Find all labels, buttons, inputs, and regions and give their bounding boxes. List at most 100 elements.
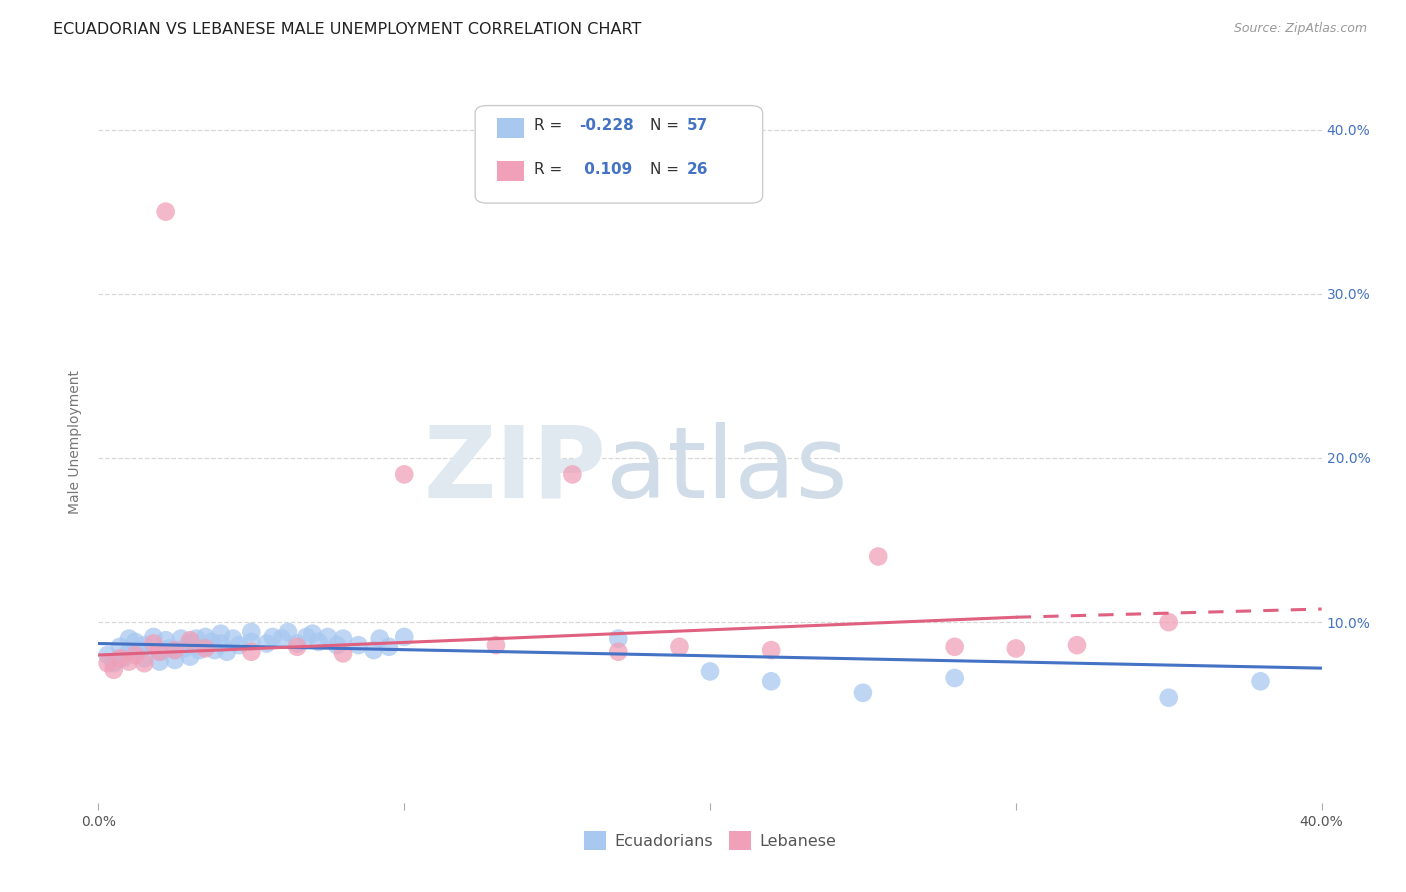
Point [1157,690,1180,705]
Point [118,632,141,646]
Point [943,671,966,685]
Point [607,645,630,659]
Point [1157,615,1180,630]
Point [347,638,370,652]
Point [155,633,177,648]
Point [179,636,201,650]
Point [759,674,782,689]
Point [1004,641,1026,656]
Point [163,643,186,657]
Point [209,636,232,650]
Point [111,651,134,665]
Text: 26: 26 [686,161,709,177]
Text: ZIP: ZIP [423,422,606,519]
Point [392,467,416,482]
Y-axis label: Male Unemployment: Male Unemployment [69,369,83,514]
Point [118,655,141,669]
Text: N =: N = [650,161,683,177]
Point [240,625,263,640]
Point [194,640,217,654]
Point [127,643,149,657]
Bar [498,118,524,138]
Point [134,638,156,652]
Point [270,632,292,646]
Text: atlas: atlas [606,422,848,519]
Point [1066,638,1088,652]
Point [368,632,391,646]
Point [262,630,284,644]
Point [200,635,222,649]
Text: R =: R = [534,119,567,133]
Point [378,640,401,654]
Point [97,648,120,662]
Point [485,638,508,652]
Point [142,636,165,650]
Text: R =: R = [534,161,567,177]
Point [204,643,226,657]
Point [209,626,232,640]
Point [124,648,146,662]
Point [170,632,193,646]
Text: Source: ZipAtlas.com: Source: ZipAtlas.com [1233,22,1367,36]
Point [186,632,208,646]
Point [188,643,211,657]
Point [194,630,217,644]
Point [285,636,308,650]
Point [155,204,177,219]
Point [759,643,782,657]
Point [943,640,966,654]
Point [215,645,238,659]
Point [668,640,690,654]
Point [332,632,354,646]
Point [392,630,416,644]
Point [157,641,180,656]
Point [561,467,583,482]
Point [852,686,875,700]
Point [308,635,330,649]
Point [1249,674,1271,689]
Point [134,657,156,671]
Point [256,636,278,650]
Text: -0.228: -0.228 [579,119,634,133]
Bar [498,161,524,181]
Point [316,630,339,644]
Point [163,653,186,667]
Point [149,645,172,659]
Point [228,638,250,652]
Point [118,645,141,659]
Point [103,657,125,671]
Text: ECUADORIAN VS LEBANESE MALE UNEMPLOYMENT CORRELATION CHART: ECUADORIAN VS LEBANESE MALE UNEMPLOYMENT… [53,22,641,37]
Point [326,638,349,652]
Point [108,640,131,654]
FancyBboxPatch shape [475,105,762,203]
Point [295,630,318,644]
Point [179,649,201,664]
Point [363,643,385,657]
Point [607,632,630,646]
Legend: Ecuadorians, Lebanese: Ecuadorians, Lebanese [578,825,842,856]
Text: N =: N = [650,119,683,133]
Point [240,635,263,649]
Point [868,549,890,564]
Point [108,651,131,665]
Point [142,630,165,644]
Point [149,645,172,659]
Point [97,657,120,671]
Point [134,651,156,665]
Text: 0.109: 0.109 [579,161,633,177]
Point [240,645,263,659]
Point [124,635,146,649]
Point [194,641,217,656]
Point [332,646,354,660]
Point [149,655,172,669]
Text: 57: 57 [686,119,709,133]
Point [222,632,245,646]
Point [179,633,201,648]
Point [103,663,125,677]
Point [301,626,323,640]
Point [173,641,195,656]
Point [699,665,721,679]
Point [277,625,299,640]
Point [285,640,308,654]
Point [163,643,186,657]
